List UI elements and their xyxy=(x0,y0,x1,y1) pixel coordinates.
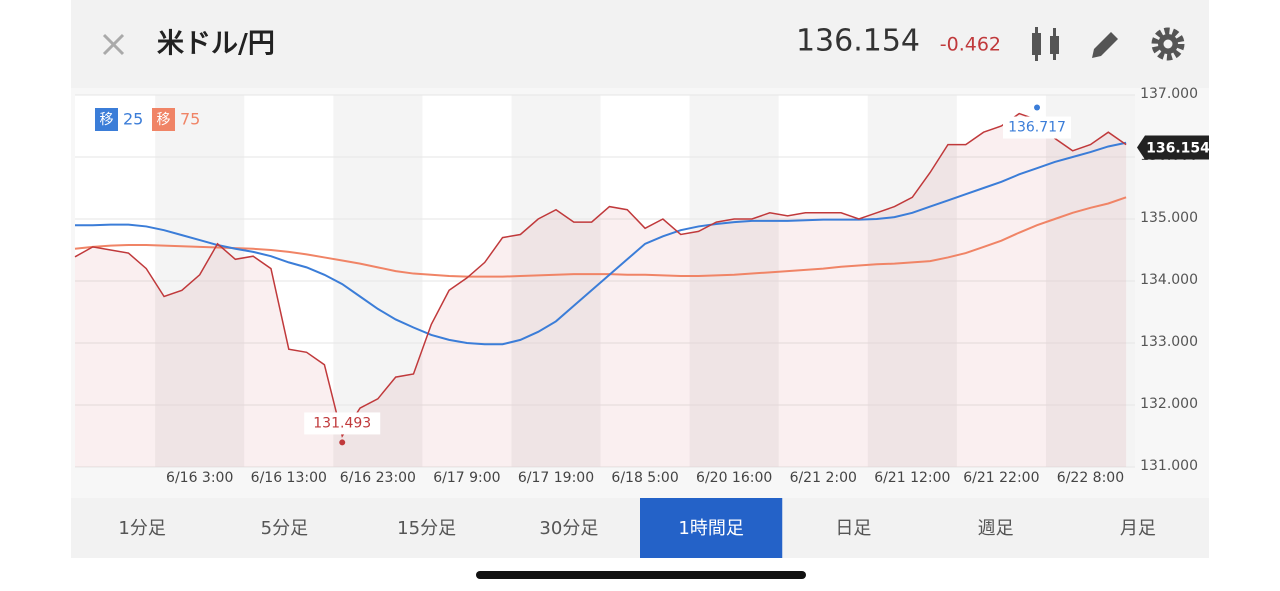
x-tick-label: 6/17 9:00 xyxy=(433,470,500,486)
x-tick-label: 6/21 22:00 xyxy=(963,470,1039,486)
y-tick-label: 131.000 xyxy=(1140,458,1198,474)
pair-title: 米ドル/円 xyxy=(157,29,275,60)
price-change: -0.462 xyxy=(940,34,1001,56)
y-tick-label: 137.000 xyxy=(1140,86,1198,102)
tab[interactable]: 15分足 xyxy=(397,518,456,539)
tab[interactable]: 日足 xyxy=(835,518,871,539)
high-label: 136.717 xyxy=(1008,120,1066,136)
legend-badge xyxy=(152,108,175,131)
legend-badge-text: 移 xyxy=(157,112,171,128)
tab[interactable]: 週足 xyxy=(978,518,1014,539)
x-tick-label: 6/17 19:00 xyxy=(518,470,594,486)
close-button[interactable] xyxy=(102,33,125,56)
high-label-bg xyxy=(1003,116,1072,139)
tab[interactable]: 5分足 xyxy=(261,518,308,539)
y-tick-label: 132.000 xyxy=(1140,396,1198,412)
moving-average-line xyxy=(74,196,1127,278)
low-marker xyxy=(339,439,346,446)
pencil-icon[interactable] xyxy=(1092,32,1118,58)
legend-badge xyxy=(95,108,118,131)
tab[interactable]: 1分足 xyxy=(118,518,165,539)
moving-average-line xyxy=(75,141,1127,346)
tab[interactable]: 30分足 xyxy=(539,518,598,539)
x-tick-label: 6/20 16:00 xyxy=(696,470,772,486)
high-marker xyxy=(1034,104,1041,111)
home-indicator xyxy=(476,571,806,579)
x-tick-label: 6/18 5:00 xyxy=(611,470,678,486)
y-tick-label: 133.000 xyxy=(1140,334,1198,350)
legend-label: 75 xyxy=(180,110,200,129)
x-tick-label: 6/16 13:00 xyxy=(251,470,327,486)
low-label-bg xyxy=(304,412,381,435)
tab-active-bg xyxy=(640,498,783,558)
price-line xyxy=(74,112,1127,438)
low-label: 131.493 xyxy=(313,415,371,431)
price: 136.154 xyxy=(796,24,920,59)
tab[interactable]: 1時間足 xyxy=(678,518,743,539)
x-tick-label: 6/21 2:00 xyxy=(790,470,857,486)
price-tag-label: 136.154 xyxy=(1146,140,1210,156)
y-tick-label: 135.000 xyxy=(1140,210,1198,226)
price-tag xyxy=(1137,135,1209,160)
price-area xyxy=(75,113,1127,467)
candle-icon[interactable] xyxy=(1032,27,1059,61)
x-tick-label: 6/16 23:00 xyxy=(340,470,416,486)
y-tick-label: 134.000 xyxy=(1140,272,1198,288)
tab[interactable]: 月足 xyxy=(1120,518,1156,539)
x-tick-label: 6/16 3:00 xyxy=(166,470,233,486)
x-tick-label: 6/21 12:00 xyxy=(874,470,950,486)
legend-label: 25 xyxy=(123,110,143,129)
legend-badge-text: 移 xyxy=(100,112,114,128)
x-tick-label: 6/22 8:00 xyxy=(1057,470,1124,486)
settings-icon[interactable] xyxy=(1151,27,1185,61)
header-bar xyxy=(71,0,1209,88)
